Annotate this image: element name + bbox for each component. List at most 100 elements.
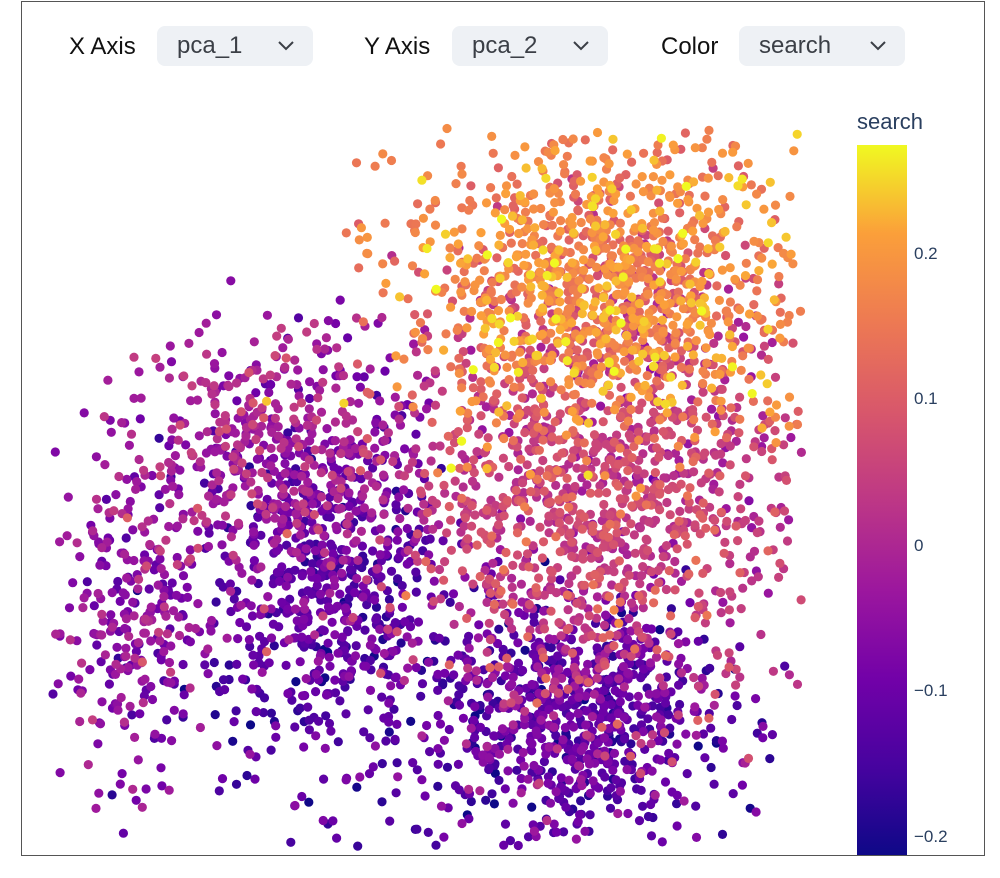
scatter-point — [725, 330, 735, 340]
scatter-point — [735, 305, 745, 315]
scatter-point — [619, 682, 630, 692]
scatter-point — [464, 643, 474, 653]
scatter-point — [229, 464, 239, 474]
scatter-point — [229, 594, 239, 604]
scatter-point — [500, 671, 510, 681]
scatter-point — [484, 376, 494, 386]
scatter-point — [698, 366, 708, 376]
scatter-point — [681, 729, 691, 739]
scatter-point — [756, 629, 766, 640]
scatter-point — [350, 588, 360, 598]
scatter-point — [573, 817, 583, 827]
scatter-point — [290, 800, 300, 811]
scatter-point — [168, 481, 178, 491]
scatter-point — [569, 446, 579, 456]
scatter-point — [586, 553, 596, 563]
y-axis-select[interactable]: pca_2 — [452, 26, 608, 66]
scatter-point — [598, 313, 609, 323]
scatter-point — [68, 578, 78, 588]
scatter-point — [440, 229, 451, 239]
scatter-point — [299, 742, 309, 752]
scatter-point — [452, 325, 462, 335]
scatter-point — [353, 427, 363, 437]
scatter-point — [481, 402, 491, 412]
scatter-point — [591, 221, 601, 231]
scatter-point — [555, 409, 565, 419]
scatter-point — [592, 592, 603, 602]
scatter-point — [472, 540, 482, 550]
scatter-point — [663, 484, 674, 495]
scatter-point — [65, 635, 75, 645]
scatter-point — [370, 427, 380, 437]
scatter-point — [319, 531, 329, 541]
scatter-point — [494, 775, 504, 786]
scatter-point — [635, 523, 646, 533]
scatter-point — [786, 432, 796, 443]
scatter-point — [698, 218, 708, 228]
scatter-point — [155, 503, 165, 513]
scatter-point — [654, 258, 665, 268]
scatter-point — [615, 697, 625, 707]
scatter-point — [567, 754, 577, 764]
scatter-point — [352, 573, 362, 584]
scatter-point — [616, 411, 626, 421]
scatter-point — [483, 692, 493, 702]
scatter-point — [341, 228, 351, 238]
scatter-point — [411, 429, 421, 439]
scatter-point — [605, 455, 616, 465]
scatter-point — [134, 574, 144, 585]
scatter-point — [498, 599, 508, 609]
scatter-point — [577, 309, 587, 319]
scatter-point — [378, 420, 388, 430]
scatter-point — [670, 352, 680, 362]
scatter-point — [641, 534, 651, 544]
scatter-point — [136, 393, 146, 403]
scatter-point — [557, 673, 567, 684]
scatter-point — [500, 205, 510, 215]
scatter-point — [165, 341, 175, 351]
scatter-point — [674, 659, 684, 669]
scatter-point — [525, 270, 536, 280]
scatter-point — [689, 672, 699, 683]
scatter-point — [262, 310, 272, 320]
scatter-point — [245, 641, 255, 652]
scatter-point — [442, 265, 452, 275]
scatter-point — [581, 720, 591, 730]
scatter-point — [706, 318, 717, 328]
scatter-point — [526, 487, 536, 497]
scatter-point — [579, 265, 589, 275]
scatter-point — [795, 306, 806, 316]
scatter-point — [567, 220, 577, 230]
x-axis-select[interactable]: pca_1 — [157, 26, 313, 66]
scatter-point — [529, 617, 539, 628]
scatter-point — [291, 509, 301, 519]
scatter-point — [591, 613, 602, 623]
scatter-point — [276, 323, 286, 333]
scatter-point — [194, 431, 204, 441]
scatter-point — [549, 634, 559, 645]
scatter-point — [394, 414, 404, 424]
scatter-point — [608, 134, 618, 144]
scatter-point — [546, 242, 557, 252]
scatter-point — [333, 493, 343, 504]
scatter-point — [575, 334, 585, 344]
scatter-point — [714, 295, 725, 305]
scatter-point — [679, 796, 689, 806]
scatter-point — [395, 513, 405, 524]
scatter-point — [482, 505, 492, 515]
scatter-point — [673, 287, 684, 297]
scatter-point — [738, 351, 748, 361]
scatter-point — [266, 745, 276, 755]
scatter-point — [74, 674, 84, 684]
scatter-point — [576, 796, 586, 806]
scatter-point — [503, 744, 513, 754]
color-select[interactable]: search — [739, 26, 905, 66]
scatter-point — [497, 214, 507, 224]
scatter-point — [702, 610, 712, 621]
scatter-point — [514, 607, 524, 618]
scatter-point — [630, 223, 640, 233]
scatter-point — [542, 471, 552, 481]
scatter-point — [710, 427, 720, 437]
scatter-point — [118, 588, 128, 598]
scatter-point — [649, 598, 659, 608]
